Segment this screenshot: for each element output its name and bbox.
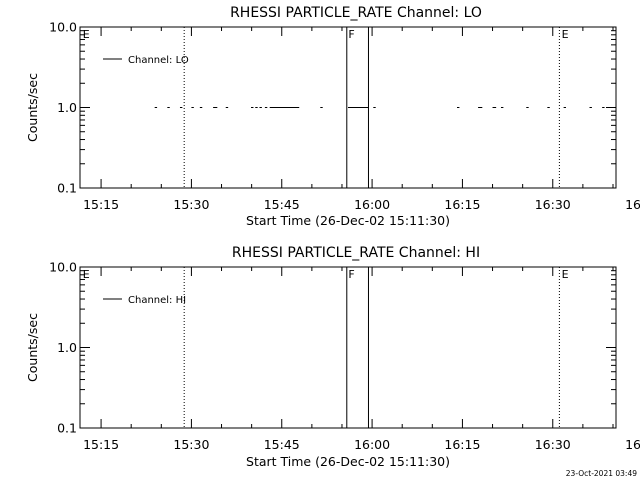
x-tick-label: 16:30	[535, 437, 571, 452]
y-tick-label: 0.1	[57, 421, 77, 436]
flag-label: F	[348, 28, 354, 41]
flag-label: F	[348, 268, 354, 281]
y-tick-label: 10.0	[49, 20, 77, 35]
x-tick-label: 16:30	[535, 197, 571, 212]
chart-title: RHESSI PARTICLE_RATE Channel: HI	[232, 245, 480, 261]
x-tick-label: 15:15	[83, 437, 119, 452]
y-tick-label: 0.1	[57, 181, 77, 196]
x-tick-label: 16:45	[625, 437, 640, 452]
flag-label: E	[562, 268, 569, 281]
chart-title: RHESSI PARTICLE_RATE Channel: LO	[230, 5, 482, 21]
x-tick-label: 16:15	[444, 197, 480, 212]
panel-lo: RHESSI PARTICLE_RATE Channel: LO 15:15 15:…	[25, 5, 640, 228]
plot-frame	[79, 266, 617, 429]
flag-label: E	[83, 268, 90, 281]
x-tick-label: 16:45	[625, 197, 640, 212]
x-axis-label: Start Time (26-Dec-02 15:11:30)	[246, 454, 450, 469]
legend-label: Channel: HI	[128, 295, 186, 306]
footer-timestamp: 23-Oct-2021 03:49	[566, 469, 637, 478]
x-tick-label: 15:15	[83, 197, 119, 212]
panel-hi: RHESSI PARTICLE_RATE Channel: HI 15:15 15:…	[25, 245, 640, 469]
x-tick-label: 15:45	[264, 197, 300, 212]
x-tick-label: 15:45	[264, 437, 300, 452]
x-tick-label: 16:00	[354, 197, 390, 212]
x-tick-label: 15:30	[173, 437, 209, 452]
flag-label: E	[83, 28, 90, 41]
x-axis-label: Start Time (26-Dec-02 15:11:30)	[246, 213, 450, 228]
flag-label: E	[562, 28, 569, 41]
legend-label: Channel: LO	[128, 55, 189, 66]
x-tick-label: 15:30	[173, 197, 209, 212]
y-axis-label: Counts/sec	[25, 73, 40, 142]
x-tick-label: 16:00	[354, 437, 390, 452]
y-tick-label: 10.0	[49, 260, 77, 275]
x-tick-label: 16:15	[444, 437, 480, 452]
y-tick-label: 1.0	[57, 100, 77, 115]
y-axis-label: Counts/sec	[25, 313, 40, 382]
y-tick-label: 1.0	[57, 340, 77, 355]
